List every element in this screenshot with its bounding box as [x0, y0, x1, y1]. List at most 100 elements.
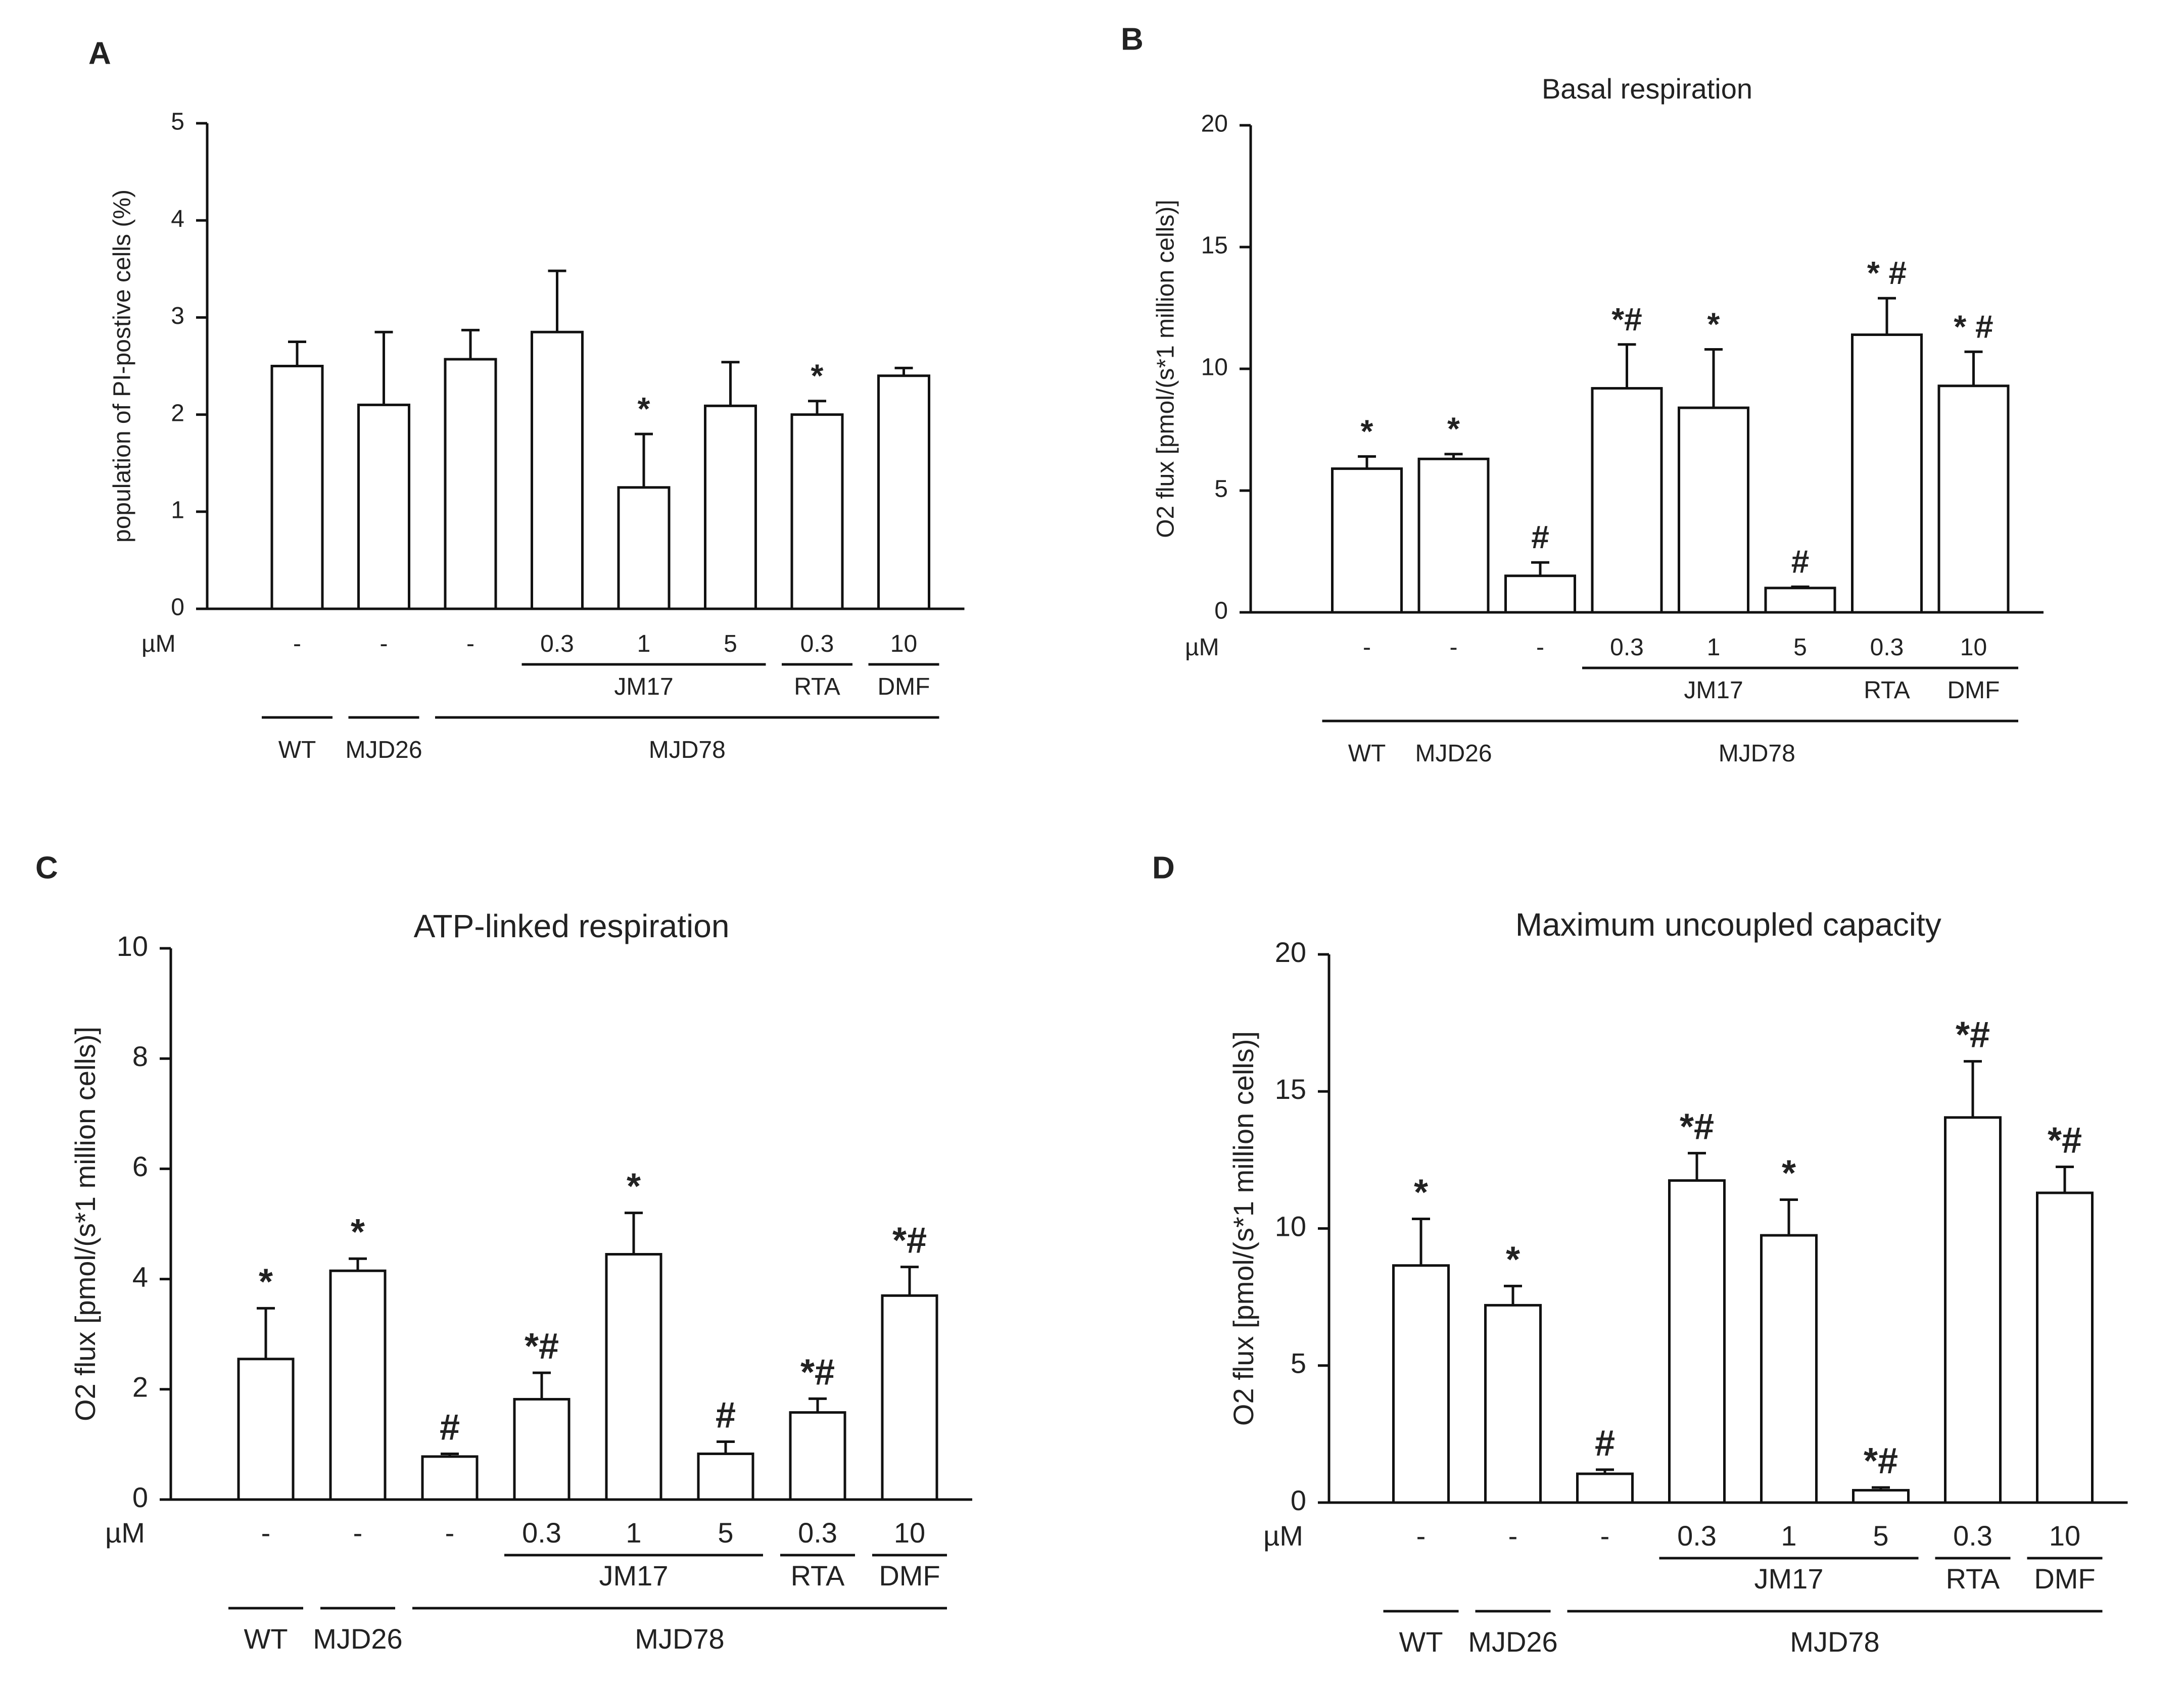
y-tick-label: 0 [1291, 1484, 1306, 1516]
group-label-dmf: DMF [2034, 1563, 2095, 1595]
dose-label: - [445, 1517, 455, 1549]
group-label-wt: WT [1348, 740, 1386, 767]
bar [1417, 457, 1490, 614]
y-tick-label: 15 [1275, 1073, 1306, 1105]
y-tick-label: 0 [171, 594, 184, 621]
bar [617, 486, 671, 610]
bar [1668, 1179, 1726, 1504]
dose-label: - [261, 1517, 271, 1549]
significance-mark: # [440, 1407, 460, 1448]
group-label-dmf: DMF [879, 1560, 940, 1591]
dose-label: 0.3 [1610, 634, 1644, 661]
dose-label: 10 [894, 1517, 925, 1549]
group-label-rta: RTA [1946, 1563, 2000, 1595]
significance-mark: * [1361, 413, 1373, 450]
bar [531, 330, 584, 610]
group-label-jm17: JM17 [599, 1560, 669, 1591]
group-label-wt: WT [1399, 1626, 1443, 1658]
significance-mark: * [1447, 411, 1460, 447]
group-label-wt: WT [278, 737, 316, 763]
y-tick-label: 15 [1201, 232, 1228, 259]
significance-mark: * [1782, 1153, 1796, 1194]
group-label-mjd78: MJD78 [649, 737, 726, 763]
y-tick-label: 10 [1275, 1210, 1306, 1242]
bar [270, 365, 324, 610]
group-label-mjd26: MJD26 [1415, 740, 1492, 767]
significance-mark: * [811, 358, 824, 394]
significance-mark: * [638, 391, 650, 427]
panel-letter: D [1152, 850, 1175, 885]
y-tick-label: 8 [132, 1040, 148, 1072]
dose-label: - [466, 631, 474, 657]
significance-mark: *# [892, 1221, 927, 1261]
significance-mark: *# [1611, 301, 1642, 337]
significance-mark: * [259, 1262, 273, 1302]
dose-label: - [1363, 634, 1371, 661]
bar [1764, 587, 1836, 614]
y-tick-label: 1 [171, 497, 184, 523]
panel-letter: A [88, 36, 111, 71]
y-tick-label: 4 [171, 206, 184, 232]
y-axis-label: population of PI-postive cells (%) [109, 189, 136, 543]
y-tick-label: 0 [132, 1481, 148, 1513]
dose-label: 10 [2049, 1520, 2080, 1552]
y-axis-label: O2 flux [pmol/(s*1 million cells)] [1153, 200, 1179, 538]
bar [1576, 1472, 1634, 1504]
significance-mark: *# [1680, 1106, 1714, 1147]
group-label-jm17: JM17 [1684, 677, 1743, 704]
bar [1678, 406, 1749, 614]
group-label-mjd78: MJD78 [635, 1623, 724, 1655]
group-label-mjd78: MJD78 [1719, 740, 1795, 767]
chart-title: Maximum uncoupled capacity [1515, 906, 1941, 943]
y-tick-label: 20 [1201, 111, 1228, 137]
dose-label: 1 [626, 1517, 641, 1549]
bar [329, 1269, 387, 1501]
dose-label: 0.3 [540, 631, 574, 657]
group-label-dmf: DMF [1948, 677, 2000, 704]
bar [444, 358, 497, 610]
dose-label: - [1416, 1520, 1426, 1552]
bar [1937, 384, 2010, 614]
y-tick-label: 20 [1275, 936, 1306, 968]
bar [877, 374, 930, 610]
dose-label: - [1450, 634, 1458, 661]
dose-label: 10 [890, 631, 917, 657]
significance-mark: * [351, 1212, 365, 1252]
significance-mark: # [1531, 519, 1549, 555]
dose-label: - [380, 631, 388, 657]
bar [357, 403, 410, 610]
group-label-mjd26: MJD26 [345, 737, 422, 763]
significance-mark: *# [1864, 1441, 1898, 1481]
y-tick-label: 2 [171, 400, 184, 426]
y-tick-label: 10 [1201, 354, 1228, 381]
y-tick-label: 5 [1214, 476, 1228, 503]
significance-mark: * [627, 1167, 641, 1207]
dose-label: 0.3 [1677, 1520, 1717, 1552]
y-tick-label: 2 [132, 1371, 148, 1403]
group-label-jm17: JM17 [1754, 1563, 1824, 1595]
bar [513, 1397, 571, 1501]
significance-mark: * [1414, 1173, 1428, 1213]
dose-label: - [353, 1517, 363, 1549]
panel-a: A 0 1 2 3 4 5 population of PI-postive cells (%… [88, 36, 965, 763]
chart-title: Basal respiration [1542, 73, 1752, 105]
significance-mark: *# [2048, 1120, 2082, 1161]
dose-label: 5 [724, 631, 737, 657]
dose-label: - [1508, 1520, 1518, 1552]
dose-label: 1 [1781, 1520, 1796, 1552]
unit-label: µM [1185, 634, 1219, 661]
significance-mark: * # [1954, 308, 1993, 345]
group-label-jm17: JM17 [614, 673, 673, 700]
y-tick-label: 0 [1214, 598, 1228, 624]
group-label-mjd26: MJD26 [313, 1623, 402, 1655]
bar [1852, 1489, 1910, 1504]
dose-label: 5 [1873, 1520, 1888, 1552]
y-tick-label: 10 [117, 930, 148, 962]
y-tick-label: 6 [132, 1150, 148, 1182]
dose-label: 1 [1707, 634, 1721, 661]
dose-label: - [1600, 1520, 1610, 1552]
bar [697, 1452, 754, 1501]
